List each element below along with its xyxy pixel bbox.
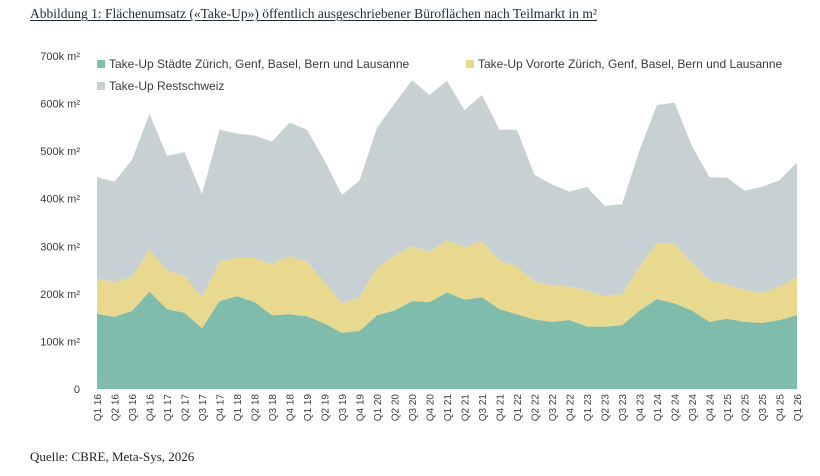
x-tick-label: Q3 18 — [268, 394, 279, 422]
legend-swatch-3 — [97, 82, 105, 90]
area-series-3 — [97, 80, 797, 304]
x-tick-label: Q2 16 — [111, 394, 122, 422]
chart-areas — [97, 80, 797, 389]
x-tick-label: Q2 25 — [741, 394, 752, 422]
x-tick-label: Q2 21 — [461, 394, 472, 422]
x-tick-label: Q3 22 — [548, 394, 559, 422]
x-tick-label: Q4 16 — [146, 394, 157, 422]
x-tick-label: Q3 19 — [338, 394, 349, 422]
chart-legend: Take-Up Städte Zürich, Genf, Basel, Bern… — [97, 57, 782, 93]
y-tick-label: 0 — [74, 384, 80, 396]
x-tick-label: Q1 22 — [513, 394, 524, 422]
x-tick-label: Q2 24 — [671, 394, 682, 422]
x-tick-label: Q3 21 — [478, 394, 489, 422]
legend-label-3: Take-Up Restschweiz — [109, 79, 224, 93]
y-tick-label: 400k m² — [40, 194, 80, 206]
chart-caption: Abbildung 1: Flächenumsatz («Take-Up») ö… — [30, 6, 597, 21]
x-tick-label: Q1 16 — [93, 394, 104, 422]
x-tick-label: Q2 20 — [391, 394, 402, 422]
x-tick-label: Q3 16 — [128, 394, 139, 422]
x-tick-label: Q2 18 — [251, 394, 262, 422]
x-tick-label: Q4 17 — [216, 394, 227, 422]
legend-swatch-1 — [97, 60, 105, 68]
y-tick-label: 300k m² — [40, 241, 80, 253]
y-tick-label: 200k m² — [40, 289, 80, 301]
x-tick-label: Q2 23 — [601, 394, 612, 422]
y-tick-label: 100k m² — [40, 336, 80, 348]
x-tick-label: Q1 20 — [373, 394, 384, 422]
x-tick-label: Q1 21 — [443, 394, 454, 422]
x-tick-label: Q3 25 — [758, 394, 769, 422]
y-axis: 0 100k m² 200k m² 300k m² 400k m² 500k m² 600k… — [40, 51, 80, 396]
y-tick-label: 500k m² — [40, 146, 80, 158]
x-axis: Q1 16 Q2 16 Q3 16 Q4 16 Q1 17 Q2 17 Q3 17 Q4 17… — [93, 394, 804, 422]
x-tick-label: Q3 24 — [688, 394, 699, 422]
legend-swatch-2 — [466, 60, 474, 68]
x-tick-label: Q4 19 — [356, 394, 367, 422]
x-tick-label: Q4 21 — [496, 394, 507, 422]
x-tick-label: Q1 25 — [723, 394, 734, 422]
x-tick-label: Q4 20 — [426, 394, 437, 422]
x-tick-label: Q3 17 — [198, 394, 209, 422]
y-tick-label: 600k m² — [40, 99, 80, 111]
x-tick-label: Q3 20 — [408, 394, 419, 422]
chart-source: Quelle: CBRE, Meta-Sys, 2026 — [30, 449, 195, 464]
x-tick-label: Q4 23 — [636, 394, 647, 422]
x-tick-label: Q4 22 — [566, 394, 577, 422]
x-tick-label: Q1 26 — [793, 394, 804, 422]
x-tick-label: Q3 23 — [618, 394, 629, 422]
y-tick-label: 700k m² — [40, 51, 80, 63]
area-series-1 — [97, 291, 797, 389]
x-tick-label: Q4 25 — [776, 394, 787, 422]
x-tick-label: Q2 17 — [181, 394, 192, 422]
x-tick-label: Q4 18 — [286, 394, 297, 422]
x-tick-label: Q1 24 — [653, 394, 664, 422]
x-tick-label: Q1 18 — [233, 394, 244, 422]
x-tick-label: Q1 23 — [583, 394, 594, 422]
area-series-2 — [97, 240, 797, 333]
x-tick-label: Q4 24 — [706, 394, 717, 422]
legend-label-2: Take-Up Vororte Zürich, Genf, Basel, Ber… — [478, 57, 782, 71]
x-tick-label: Q2 19 — [321, 394, 332, 422]
legend-label-1: Take-Up Städte Zürich, Genf, Basel, Bern… — [109, 57, 410, 71]
x-tick-label: Q2 22 — [531, 394, 542, 422]
x-tick-label: Q1 19 — [303, 394, 314, 422]
x-tick-label: Q1 17 — [163, 394, 174, 422]
